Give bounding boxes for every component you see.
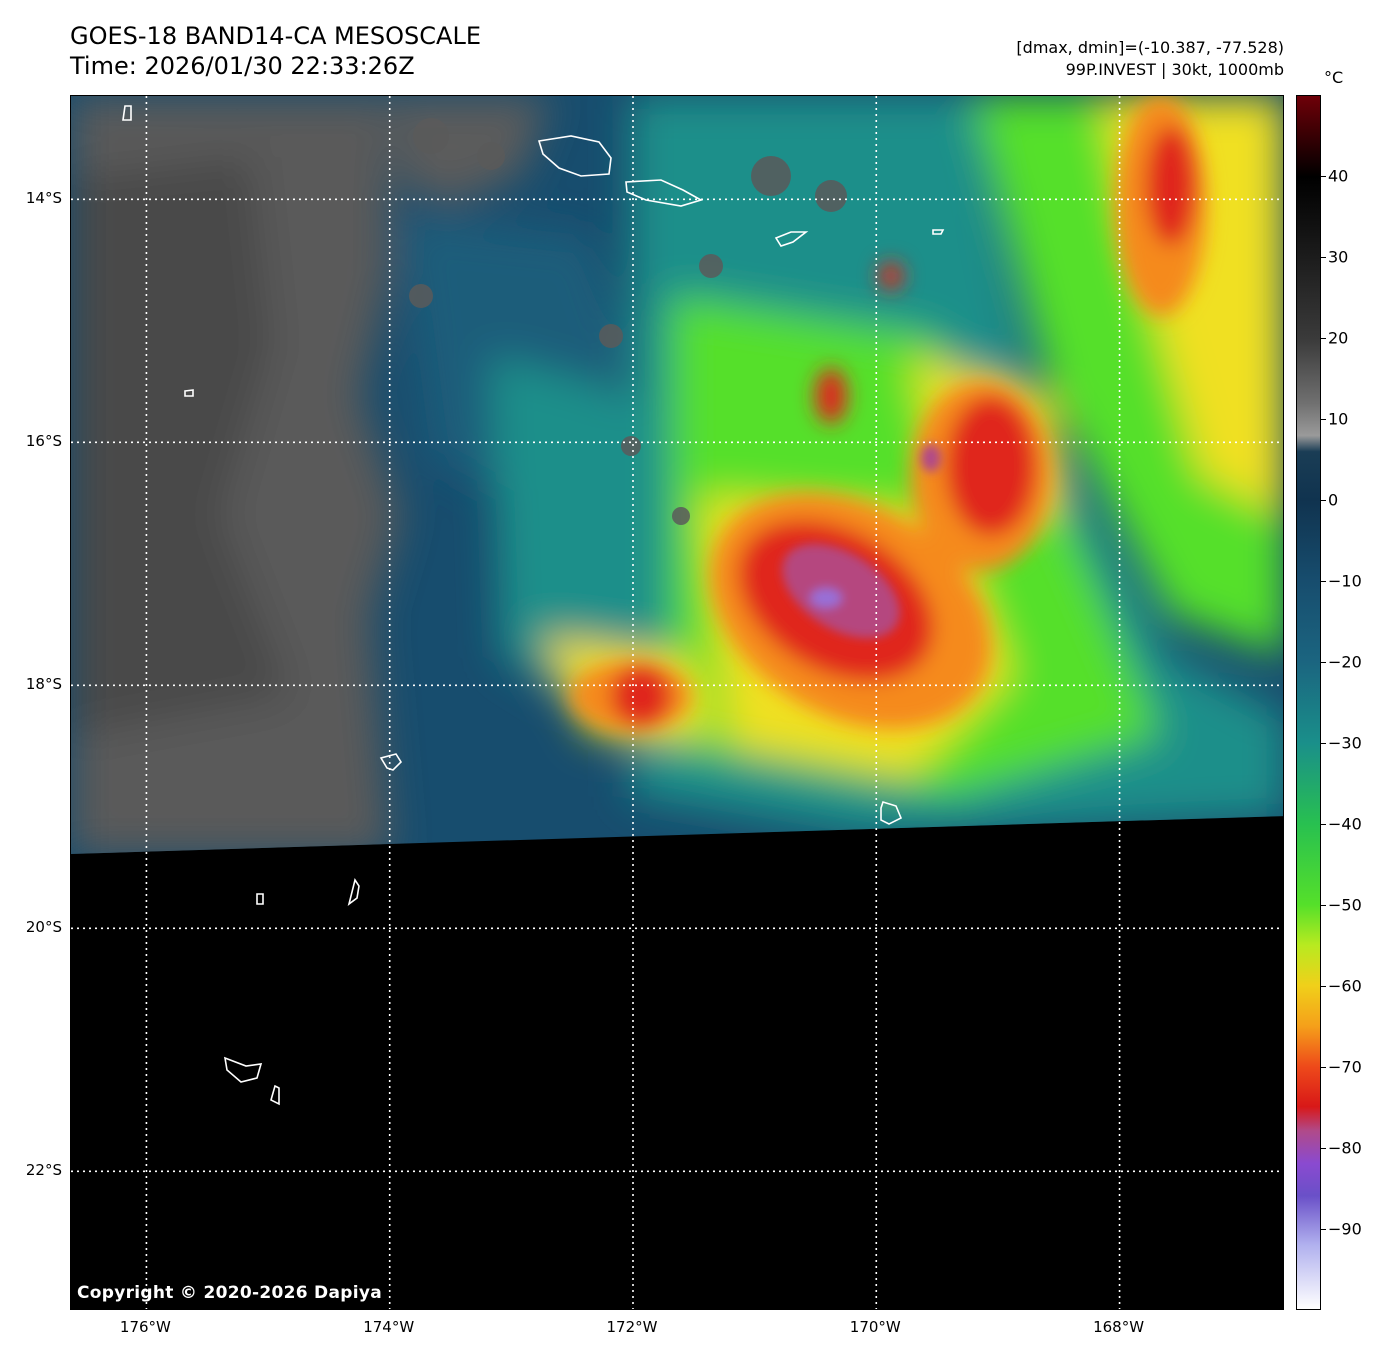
colorbar-tick-label: 40 <box>1328 166 1349 186</box>
data-range: [dmax, dmin]=(-10.387, -77.528) <box>1016 38 1284 57</box>
colorbar-tick-mark <box>1321 662 1326 663</box>
longitude-label: 170°W <box>849 1318 901 1336</box>
colorbar <box>1296 95 1321 1310</box>
cloud-field <box>71 96 1283 854</box>
colorbar-tick-label: 10 <box>1328 409 1349 429</box>
colorbar-tick-label: −20 <box>1328 652 1362 672</box>
longitude-label: 172°W <box>606 1318 658 1336</box>
latitude-label: 20°S <box>25 918 62 937</box>
island-niuatoputapu <box>122 105 132 121</box>
colorbar-tick-mark <box>1321 824 1326 825</box>
colorbar-tick-mark <box>1321 581 1326 582</box>
island-upolu <box>625 179 704 207</box>
latitude-label: 16°S <box>25 432 62 451</box>
colorbar-tick-mark <box>1321 176 1326 177</box>
colorbar-tick-label: −50 <box>1328 895 1362 915</box>
colorbar-tick-mark <box>1321 419 1326 420</box>
latitude-label: 14°S <box>25 189 62 208</box>
island-haapai-east <box>347 878 360 906</box>
colorbar-tick-mark <box>1321 338 1326 339</box>
storm-info: 99P.INVEST | 30kt, 1000mb <box>1065 60 1284 79</box>
satellite-imagery <box>71 96 1283 1309</box>
colorbar-tick-label: 20 <box>1328 328 1349 348</box>
colorbar-tick-label: −70 <box>1328 1057 1362 1077</box>
island-eua <box>270 1084 280 1106</box>
longitude-label: 174°W <box>363 1318 415 1336</box>
copyright-notice: Copyright © 2020-2026 Dapiya <box>77 1283 382 1303</box>
colorbar-tick-label: −40 <box>1328 814 1362 834</box>
colorbar-tick-label: −90 <box>1328 1219 1362 1239</box>
colorbar-tick-mark <box>1321 500 1326 501</box>
colorbar-tick-mark <box>1321 1067 1326 1068</box>
chart-title: GOES-18 BAND14-CA MESOSCALE <box>70 22 481 50</box>
colorbar-tick-mark <box>1321 1148 1326 1149</box>
coastlines <box>122 105 945 1106</box>
island-haapai <box>256 893 264 905</box>
colorbar-tick-label: −60 <box>1328 976 1362 996</box>
latitude-label: 18°S <box>25 675 62 694</box>
colorbar-tick-label: −80 <box>1328 1138 1362 1158</box>
colorbar-tick-label: 0 <box>1328 490 1339 510</box>
colorbar-tick-label: −10 <box>1328 571 1362 591</box>
colorbar-tick-label: −30 <box>1328 733 1362 753</box>
colorbar-tick-mark <box>1321 986 1326 987</box>
graticule <box>71 96 1283 1309</box>
island-savaii <box>537 135 612 177</box>
island-vavau <box>379 753 403 771</box>
island-tongatapu <box>223 1056 263 1083</box>
colorbar-tick-mark <box>1321 257 1326 258</box>
longitude-label: 176°W <box>119 1318 171 1336</box>
island-tutuila <box>774 231 809 247</box>
island-manua <box>932 229 945 235</box>
latitude-label: 22°S <box>25 1161 62 1180</box>
island-niue <box>880 801 903 825</box>
longitude-label: 168°W <box>1093 1318 1145 1336</box>
colorbar-tick-mark <box>1321 743 1326 744</box>
satellite-map: Copyright © 2020-2026 Dapiya <box>70 95 1284 1310</box>
colorbar-unit: °C <box>1324 68 1344 87</box>
colorbar-tick-label: 30 <box>1328 247 1349 267</box>
colorbar-tick-mark <box>1321 1229 1326 1230</box>
colorbar-tick-mark <box>1321 905 1326 906</box>
island-tafahi <box>184 389 194 397</box>
observation-time: Time: 2026/01/30 22:33:26Z <box>70 52 415 80</box>
cloud-speckle <box>409 118 847 525</box>
